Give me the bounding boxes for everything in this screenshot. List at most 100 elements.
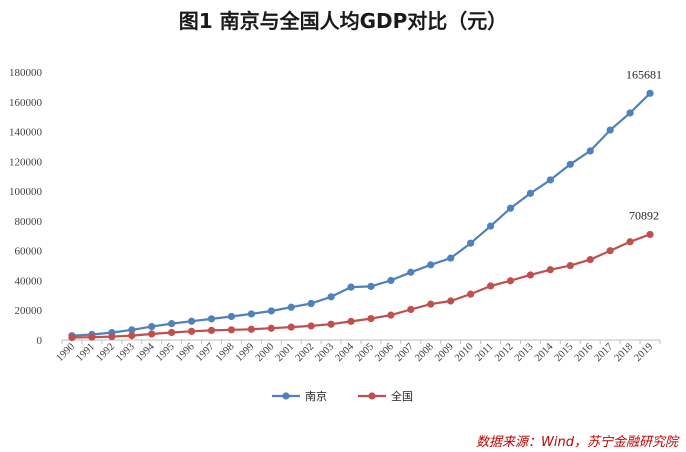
x-tick-label: 2009 <box>433 341 456 364</box>
data-point <box>486 222 495 230</box>
data-point <box>128 332 136 340</box>
data-point <box>287 323 295 331</box>
data-point <box>387 276 395 285</box>
data-point <box>546 176 554 184</box>
data-point <box>148 330 156 338</box>
x-tick-label: 1999 <box>234 341 257 364</box>
y-tick-label: 80000 <box>15 216 43 228</box>
data-point <box>267 307 275 315</box>
data-point <box>367 282 375 290</box>
x-tick-label: 1993 <box>114 341 137 364</box>
x-tick-label: 2000 <box>254 341 277 364</box>
data-point <box>187 327 196 335</box>
x-tick-label: 2007 <box>393 341 416 364</box>
data-point <box>586 256 594 264</box>
data-point <box>467 239 475 247</box>
x-tick-label: 2006 <box>373 341 396 364</box>
x-tick-label: 1997 <box>194 341 217 364</box>
series-layer: 165681 70892 <box>68 67 662 342</box>
data-point <box>486 282 495 290</box>
y-tick-label: 140000 <box>9 127 43 139</box>
data-point <box>586 147 594 155</box>
data-point <box>247 325 255 333</box>
data-point <box>427 300 435 308</box>
chart-title: 图1 南京与全国人均GDP对比（元） <box>179 9 508 33</box>
legend: 南京 全国 <box>272 389 413 403</box>
x-tick-label: 1995 <box>154 341 177 364</box>
data-point <box>626 109 634 117</box>
data-point <box>307 322 315 330</box>
x-tick-label: 2003 <box>314 341 337 364</box>
y-tick-label: 40000 <box>15 275 43 287</box>
data-point <box>407 305 415 314</box>
x-tick-label: 1991 <box>74 341 97 364</box>
data-point <box>506 277 515 285</box>
data-point <box>327 293 335 301</box>
x-tick-label: 2012 <box>493 341 516 364</box>
x-tick-label: 2016 <box>573 341 596 364</box>
data-point <box>646 89 654 97</box>
data-point <box>387 311 395 319</box>
y-tick-label: 180000 <box>9 67 43 79</box>
data-point <box>526 271 535 279</box>
data-point <box>447 254 455 262</box>
x-tick-label: 2005 <box>353 341 376 364</box>
x-tick-label: 2019 <box>633 341 656 364</box>
data-point <box>88 333 96 341</box>
legend-label: 南京 <box>305 389 327 403</box>
data-point <box>168 320 176 328</box>
x-tick-label: 1996 <box>174 341 197 364</box>
x-tick-label: 2008 <box>413 341 436 364</box>
data-point <box>546 266 554 274</box>
data-point <box>427 261 435 269</box>
y-tick-label: 160000 <box>9 97 43 109</box>
data-point <box>168 328 176 337</box>
data-point <box>347 283 355 291</box>
data-point <box>626 238 634 246</box>
data-point <box>407 268 415 276</box>
y-tick-label: 120000 <box>9 156 43 168</box>
x-axis: 1990199119921993199419951996199719981999… <box>54 339 661 364</box>
y-tick-label: 20000 <box>15 305 43 317</box>
y-axis: 0 20000 40000 60000 80000 100000 120000 140000 1… <box>9 67 43 347</box>
data-point <box>566 160 574 168</box>
y-tick-label: 60000 <box>15 246 43 258</box>
data-point <box>447 297 455 305</box>
data-point <box>287 303 295 311</box>
data-point <box>68 333 76 342</box>
x-tick-label: 2014 <box>533 341 556 364</box>
data-point <box>367 314 375 323</box>
data-point <box>467 290 475 298</box>
data-label: 165681 <box>626 67 662 81</box>
data-point <box>227 326 236 334</box>
data-point <box>267 324 275 332</box>
data-point <box>327 320 335 328</box>
data-point <box>606 247 614 255</box>
x-tick-label: 2010 <box>453 341 476 364</box>
data-point <box>207 326 216 334</box>
x-tick-label: 2018 <box>613 341 636 364</box>
data-point <box>646 230 654 239</box>
data-point <box>247 310 255 318</box>
data-point <box>506 204 515 212</box>
data-point <box>227 312 236 321</box>
x-tick-label: 2015 <box>553 341 576 364</box>
data-point <box>207 315 216 323</box>
x-tick-label: 1994 <box>134 341 157 364</box>
data-source-note: 数据来源：Wind，苏宁金融研究院 <box>476 434 680 450</box>
data-point <box>108 332 116 341</box>
data-point <box>526 189 535 197</box>
data-point <box>148 323 156 331</box>
data-point <box>566 261 574 270</box>
x-tick-label: 2011 <box>473 341 495 363</box>
x-tick-label: 1992 <box>94 341 117 364</box>
x-tick-label: 2004 <box>334 341 357 364</box>
data-point <box>307 299 315 308</box>
data-point <box>347 317 355 325</box>
data-point <box>128 326 136 334</box>
legend-label: 全国 <box>391 389 413 403</box>
x-tick-label: 1990 <box>54 341 77 364</box>
legend-marker <box>368 392 376 400</box>
y-tick-label: 100000 <box>9 186 43 198</box>
